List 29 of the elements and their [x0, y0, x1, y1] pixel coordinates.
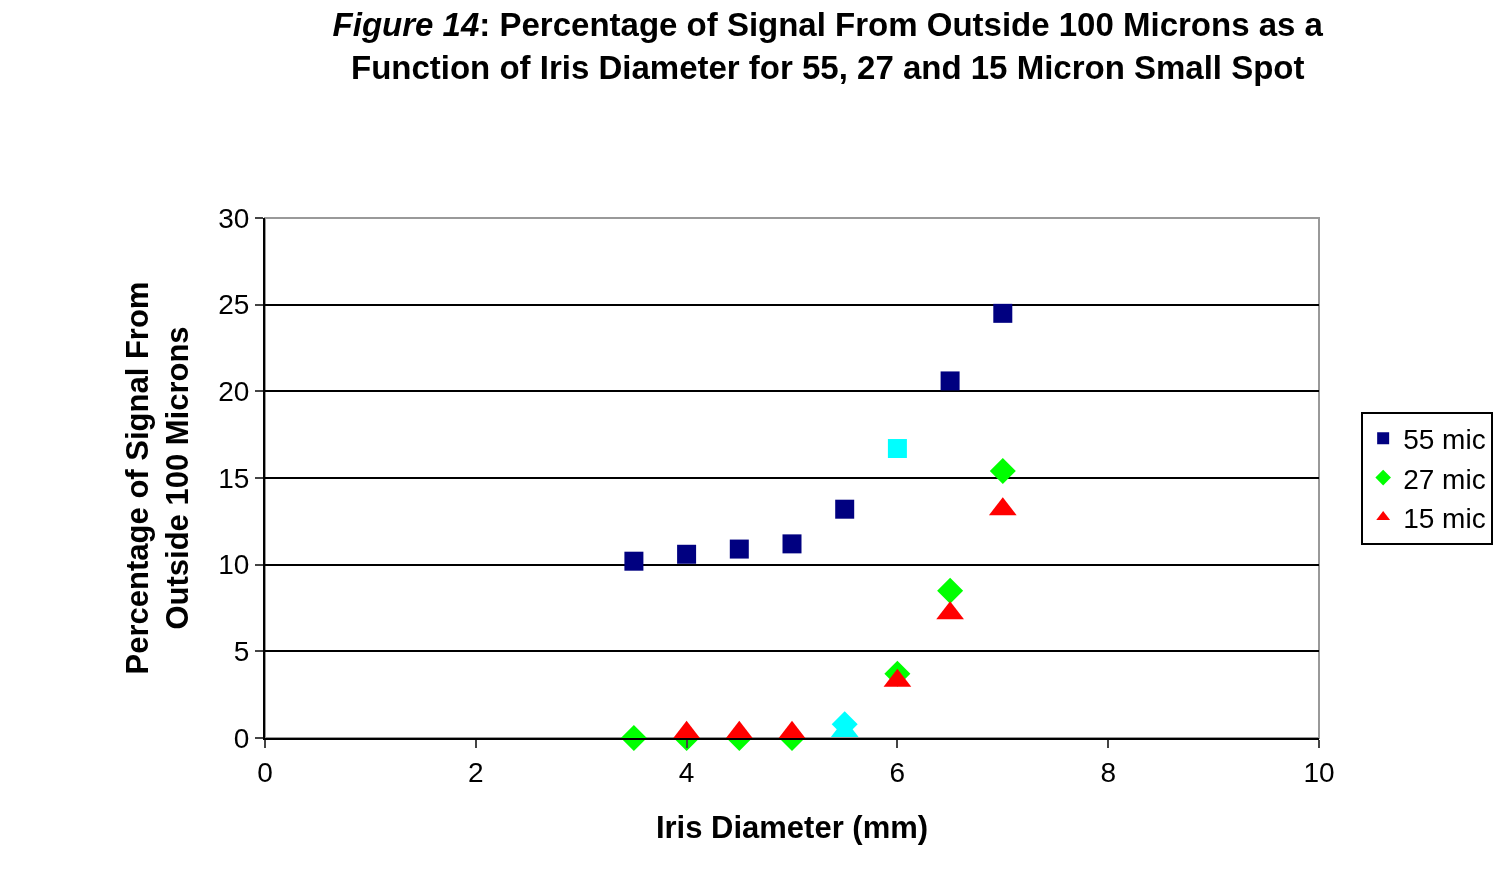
y-axis-title: Percentage of Signal From Outside 100 Microns	[120, 281, 196, 675]
y-tick-label: 20	[218, 376, 250, 408]
point	[940, 371, 960, 391]
x-tick-label: 2	[468, 756, 484, 788]
y-tick-label: 10	[218, 549, 250, 581]
point	[677, 544, 697, 564]
point	[624, 551, 644, 571]
point	[729, 539, 749, 559]
point	[887, 439, 907, 459]
point	[937, 577, 964, 604]
point	[782, 534, 802, 554]
x-tick-label: 8	[1100, 756, 1116, 788]
y-tick-label: 5	[233, 636, 250, 668]
y-tick-label: 25	[218, 289, 250, 321]
x-tick-label: 10	[1303, 756, 1335, 788]
point	[989, 458, 1016, 485]
x-tick-label: 6	[889, 756, 906, 788]
chart-title: Figure 14: Percentage of Signal From Outside 100 Microns as a Function of Iris Diameter for 55, 27 and 15 Micron Small Spot	[332, 5, 1324, 86]
legend-label: 15 mic	[1403, 502, 1486, 534]
legend-label: 55 mic	[1403, 424, 1486, 456]
y-tick-label: 15	[218, 462, 250, 494]
x-axis-title: Iris Diameter (mm)	[655, 810, 929, 846]
legend-label: 27 mic	[1403, 463, 1486, 495]
point	[835, 499, 855, 519]
x-tick-label: 4	[678, 756, 695, 788]
y-tick-label: 30	[218, 202, 250, 234]
point	[993, 303, 1013, 323]
x-tick-label: 0	[257, 756, 273, 788]
y-tick-label: 0	[233, 722, 250, 754]
